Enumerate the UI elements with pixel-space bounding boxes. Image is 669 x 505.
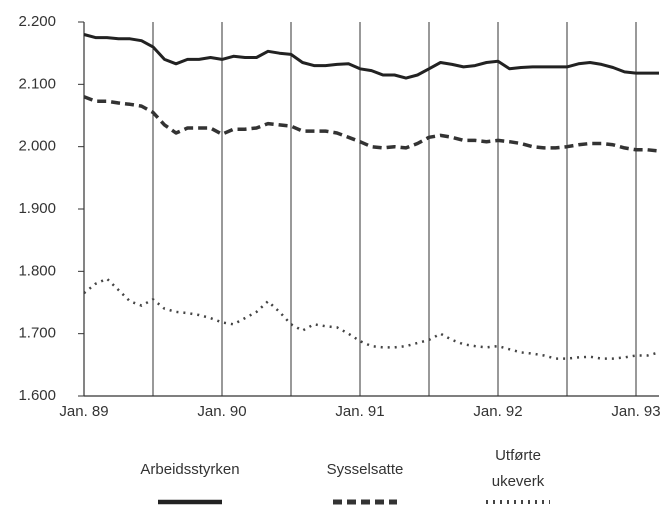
y-tick-label: 1.800 <box>18 262 56 279</box>
line-series <box>83 95 660 153</box>
y-tick-label: 1.600 <box>18 387 56 404</box>
x-tick-label: Jan. 93 <box>611 403 660 420</box>
x-tick-label: Jan. 92 <box>473 403 522 420</box>
legend-label: Sysselsatte <box>327 461 404 478</box>
legend-label: Arbeidsstyrken <box>140 461 239 478</box>
x-tick-label: Jan. 91 <box>335 403 384 420</box>
line-series <box>83 33 659 80</box>
y-tick-label: 2.000 <box>18 138 56 155</box>
y-tick-label: 1.700 <box>18 325 56 342</box>
legend-label: Utførte ukeverk <box>492 447 545 490</box>
x-tick-label: Jan. 90 <box>197 403 246 420</box>
y-tick-label: 2.100 <box>18 75 56 92</box>
y-tick-label: 1.900 <box>18 200 56 217</box>
x-tick-label: Jan. 89 <box>59 403 108 420</box>
y-tick-label: 2.200 <box>18 13 56 30</box>
line-series <box>83 277 660 360</box>
